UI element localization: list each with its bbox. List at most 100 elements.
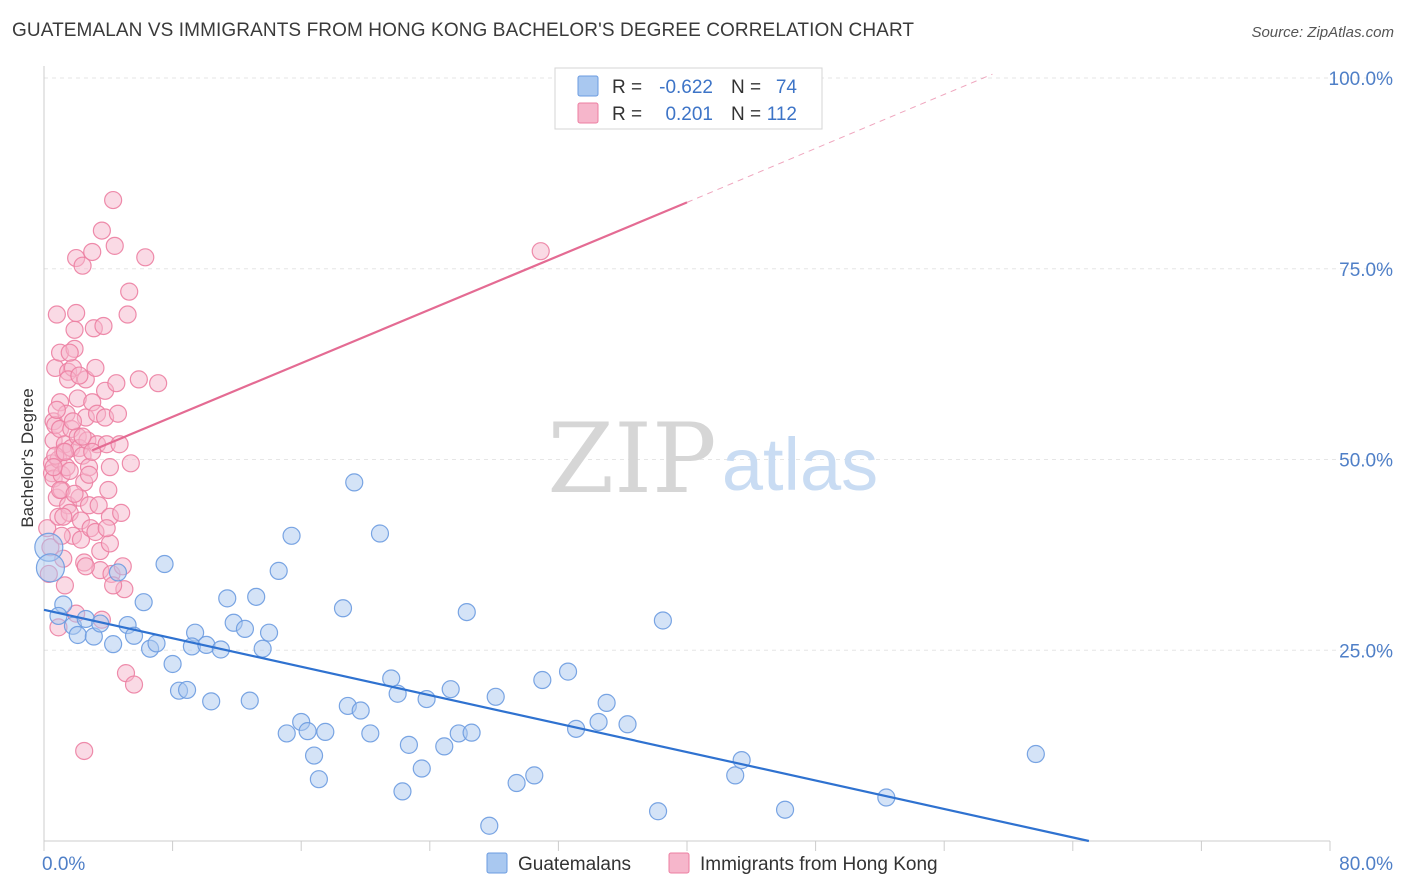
watermark: ZIP atlas <box>547 403 878 515</box>
point-hong-kong-84 <box>136 248 155 267</box>
gridlines <box>44 77 1390 651</box>
y-axis-title: Bachelor's Degree <box>18 388 37 527</box>
point-hong-kong-62 <box>94 316 113 336</box>
point-hong-kong-72 <box>107 374 126 393</box>
source-label: Source: ZipAtlas.com <box>1251 24 1394 41</box>
point-hong-kong-83 <box>129 370 148 389</box>
point-hong-kong-10 <box>47 305 66 324</box>
legend-n-label-2: N = <box>731 104 761 125</box>
point-hong-kong-106 <box>70 366 89 385</box>
watermark-atlas: atlas <box>722 423 878 506</box>
point-guatemalans-72 <box>1026 744 1045 764</box>
point-guatemalans-67 <box>653 611 672 630</box>
point-guatemalans-52 <box>441 680 460 699</box>
point-guatemalans-35 <box>298 722 317 741</box>
point-guatemalans-59 <box>525 766 544 785</box>
legend-n-value-1: 74 <box>776 77 798 98</box>
point-hong-kong-55 <box>86 358 105 378</box>
point-hong-kong-86 <box>54 507 73 526</box>
point-guatemalans-27 <box>240 691 259 710</box>
point-guatemalans-47 <box>393 782 412 801</box>
point-hong-kong-97 <box>73 427 92 446</box>
trendlines <box>43 73 1090 843</box>
point-guatemalans-39 <box>333 599 353 618</box>
legend-series: Guatemalans Immigrants from Hong Kong <box>486 852 938 875</box>
y-tick-label-1: 50.0% <box>1339 451 1393 472</box>
point-hong-kong-107 <box>83 442 102 461</box>
point-guatemalans-68 <box>726 766 745 785</box>
x-tick-label-0: 0.0% <box>42 854 85 875</box>
point-hong-kong-58 <box>89 496 108 515</box>
point-guatemalans-28 <box>247 587 266 606</box>
trendline-hong-kong-1 <box>91 201 688 452</box>
point-hong-kong-79 <box>118 305 137 324</box>
legend-series-label-guatemalans: Guatemalans <box>518 854 631 875</box>
point-guatemalans-37 <box>309 770 328 789</box>
point-hong-kong-100 <box>97 519 116 538</box>
point-hong-kong-81 <box>121 454 140 473</box>
point-guatemalans-63 <box>589 712 608 732</box>
chart-title: GUATEMALAN VS IMMIGRANTS FROM HONG KONG … <box>12 20 915 41</box>
legend-swatch-blue <box>577 75 599 97</box>
point-hong-kong-34 <box>65 320 84 339</box>
point-hong-kong-43 <box>73 256 92 275</box>
y-tick-labels: 25.0% 50.0% 75.0% 100.0% <box>1329 69 1394 662</box>
point-hong-kong-71 <box>105 236 124 255</box>
point-hong-kong-108 <box>75 741 94 761</box>
point-guatemalans-9 <box>108 563 128 582</box>
point-hong-kong-111 <box>44 458 63 477</box>
point-hong-kong-75 <box>112 503 131 523</box>
point-hong-kong-35 <box>67 303 86 323</box>
point-guatemalans-1 <box>35 553 66 583</box>
point-guatemalans-73 <box>49 606 68 626</box>
point-hong-kong-101 <box>76 557 95 576</box>
point-guatemalans-54 <box>457 602 476 622</box>
point-guatemalans-66 <box>648 802 668 821</box>
point-hong-kong-85 <box>149 374 168 393</box>
legend-series-label-hong-kong: Immigrants from Hong Kong <box>700 854 938 875</box>
point-guatemalans-48 <box>399 735 419 754</box>
watermark-zip: ZIP <box>547 403 716 515</box>
point-guatemalans-64 <box>597 693 616 712</box>
point-hong-kong-104 <box>47 400 66 420</box>
series-hong-kong-points <box>38 190 550 761</box>
y-tick-label-3: 100.0% <box>1329 69 1394 90</box>
point-guatemalans-33 <box>282 526 301 545</box>
point-hong-kong-96 <box>63 412 83 431</box>
point-hong-kong-99 <box>55 442 74 461</box>
point-guatemalans-38 <box>316 722 335 741</box>
point-guatemalans-29 <box>253 639 272 658</box>
legend-n-value-2: 112 <box>767 104 797 125</box>
legend-n-label-1: N = <box>731 77 761 98</box>
point-guatemalans-31 <box>269 561 288 580</box>
point-guatemalans-42 <box>351 701 370 720</box>
point-guatemalans-26 <box>235 619 255 638</box>
point-hong-kong-73 <box>108 404 128 423</box>
legend-correlation: R = -0.622 N = 74 R = 0.201 N = 112 <box>554 67 823 130</box>
point-guatemalans-36 <box>304 746 324 765</box>
point-guatemalans-15 <box>155 554 174 574</box>
point-hong-kong-21 <box>55 576 74 595</box>
legend-series-swatch-guatemalans <box>486 852 508 874</box>
point-guatemalans-55 <box>462 723 481 742</box>
legend-r-label-2: R = <box>612 104 642 125</box>
point-guatemalans-44 <box>370 524 390 543</box>
point-guatemalans-32 <box>277 724 296 743</box>
trendline-guatemalans-0 <box>43 608 1090 843</box>
point-guatemalans-8 <box>104 635 123 654</box>
point-guatemalans-16 <box>163 654 182 674</box>
point-guatemalans-43 <box>361 724 380 743</box>
point-hong-kong-68 <box>100 534 120 553</box>
point-guatemalans-49 <box>412 759 431 778</box>
point-hong-kong-52 <box>83 242 102 262</box>
point-guatemalans-4 <box>68 625 87 645</box>
point-hong-kong-66 <box>99 480 118 500</box>
legend-r-value-1: -0.622 <box>659 77 713 98</box>
point-hong-kong-105 <box>60 343 79 362</box>
point-guatemalans-60 <box>533 670 552 690</box>
point-guatemalans-24 <box>218 589 237 608</box>
point-guatemalans-12 <box>134 593 153 612</box>
point-guatemalans-58 <box>507 773 526 793</box>
point-hong-kong-110 <box>65 484 84 503</box>
